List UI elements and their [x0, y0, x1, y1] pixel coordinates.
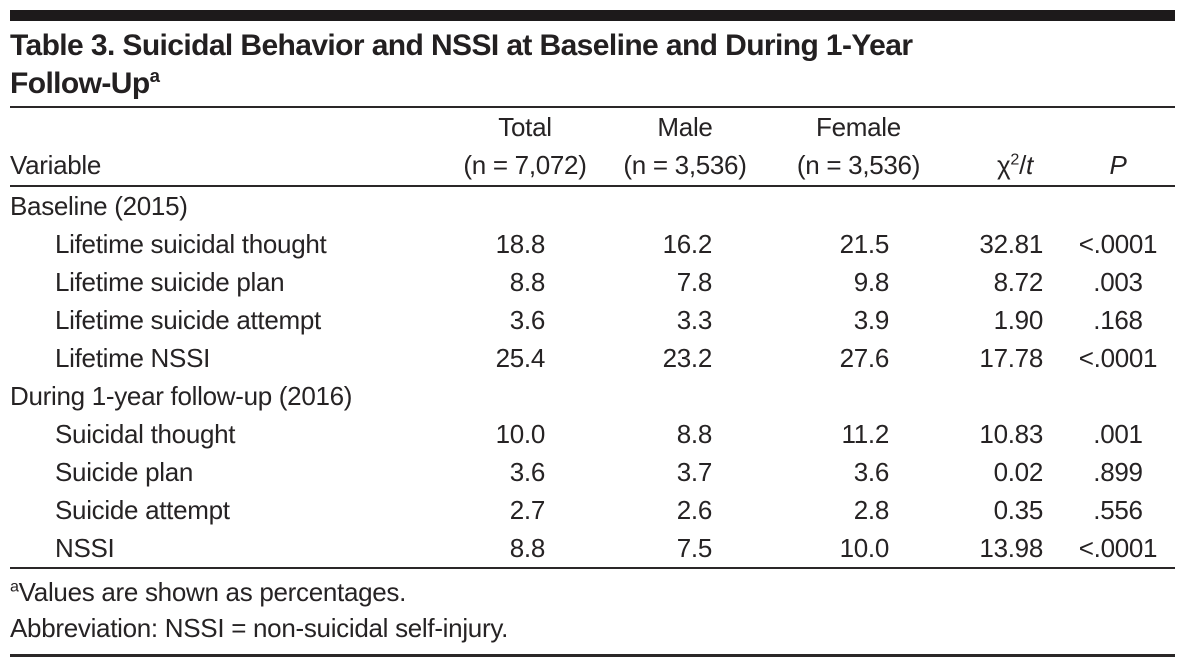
cell-total: 2.7 — [509, 495, 546, 525]
cell-p: .001 — [1093, 419, 1143, 449]
header-male-n: (n = 3,536) — [623, 150, 747, 180]
cell-variable: Suicide attempt — [55, 495, 230, 525]
cell-p: .168 — [1093, 305, 1143, 335]
cell-p: <.0001 — [1078, 229, 1158, 259]
cell-chi: 0.35 — [993, 495, 1044, 525]
cell-total: 3.6 — [509, 457, 546, 487]
cell-female: 10.0 — [839, 533, 890, 563]
cell-chi: 10.83 — [979, 419, 1043, 449]
cell-female: 3.6 — [853, 457, 890, 487]
cell-male: 7.5 — [676, 533, 713, 563]
cell-female: 2.8 — [853, 495, 890, 525]
cell-male: 3.3 — [676, 305, 713, 335]
cell-female: 21.5 — [839, 229, 890, 259]
section-label: During 1-year follow-up (2016) — [10, 381, 353, 411]
cell-p: .003 — [1093, 267, 1143, 297]
table-row: Suicide plan 3.6 3.7 3.6 0.02 .899 — [10, 453, 1175, 491]
table-title-line2: Follow-Upa — [10, 65, 1175, 103]
top-accent-bar — [10, 10, 1175, 21]
footnote-a-text: Values are shown as percentages. — [18, 577, 407, 607]
header-total-n: (n = 7,072) — [463, 150, 587, 180]
table-row-section: During 1-year follow-up (2016) — [10, 377, 1175, 415]
table-title-line2-text: Follow-Up — [10, 67, 150, 100]
cell-variable: Suicide plan — [55, 457, 194, 487]
cell-chi: 32.81 — [979, 229, 1043, 259]
table-row: Lifetime suicide attempt 3.6 3.3 3.9 1.9… — [10, 301, 1175, 339]
rule-above-footnotes — [10, 567, 1175, 569]
cell-male: 7.8 — [676, 267, 713, 297]
cell-female: 3.9 — [853, 305, 890, 335]
table-row-section: Baseline (2015) — [10, 187, 1175, 225]
cell-chi: 17.78 — [979, 343, 1043, 373]
cell-p: <.0001 — [1078, 533, 1158, 563]
cell-p: <.0001 — [1078, 343, 1158, 373]
cell-variable: NSSI — [55, 533, 115, 563]
cell-chi: 8.72 — [993, 267, 1044, 297]
header-chi-squared-t: χ2/t — [947, 145, 1061, 185]
section-label: Baseline (2015) — [10, 191, 188, 221]
header-female-label: Female — [816, 112, 901, 142]
header-male-label: Male — [657, 112, 713, 142]
cell-female: 11.2 — [841, 419, 890, 449]
cell-chi: 1.90 — [993, 305, 1044, 335]
table-title-line1: Table 3. Suicidal Behavior and NSSI at B… — [10, 29, 913, 62]
cell-male: 23.2 — [662, 343, 713, 373]
cell-variable: Lifetime suicide plan — [55, 267, 285, 297]
table-footnotes: aValues are shown as percentages. Abbrev… — [10, 569, 1175, 654]
cell-chi: 0.02 — [993, 457, 1044, 487]
cell-total: 8.8 — [509, 533, 546, 563]
cell-female: 9.8 — [853, 267, 890, 297]
cell-total: 8.8 — [509, 267, 546, 297]
cell-p: .899 — [1093, 457, 1143, 487]
cell-male: 8.8 — [676, 419, 713, 449]
header-variable: Variable — [10, 150, 102, 180]
cell-male: 3.7 — [676, 457, 713, 487]
table-body: Baseline (2015) Lifetime suicidal though… — [10, 187, 1175, 567]
table-row: Lifetime suicidal thought 18.8 16.2 21.5… — [10, 225, 1175, 263]
cell-variable: Lifetime suicidal thought — [55, 229, 327, 259]
table-row: Lifetime suicide plan 8.8 7.8 9.8 8.72 .… — [10, 263, 1175, 301]
chi-superscript: 2 — [1010, 150, 1020, 169]
header-p-value: P — [1109, 150, 1127, 180]
cell-total: 3.6 — [509, 305, 546, 335]
cell-variable: Lifetime suicide attempt — [55, 305, 321, 335]
header-row-column-labels: Variable (n = 7,072) (n = 3,536) (n = 3,… — [10, 145, 1175, 185]
footnote-a-marker: a — [10, 577, 19, 596]
title-footnote-marker: a — [149, 65, 160, 86]
rule-under-title — [10, 106, 1175, 108]
cell-total: 10.0 — [495, 419, 546, 449]
cell-p: .556 — [1093, 495, 1143, 525]
table-row: NSSI 8.8 7.5 10.0 13.98 <.0001 — [10, 529, 1175, 567]
cell-variable: Suicidal thought — [55, 419, 236, 449]
cell-male: 16.2 — [662, 229, 713, 259]
chi-slash: / — [1019, 150, 1027, 180]
header-spacer — [947, 110, 1061, 145]
rule-bottom — [10, 654, 1175, 657]
header-total-label: Total — [498, 112, 552, 142]
table-title: Table 3. Suicidal Behavior and NSSI at B… — [10, 21, 1175, 106]
table-row: Suicidal thought 10.0 8.8 11.2 10.83 .00… — [10, 415, 1175, 453]
rule-under-header — [10, 185, 1175, 187]
table-row: Lifetime NSSI 25.4 23.2 27.6 17.78 <.000… — [10, 339, 1175, 377]
header-spacer — [10, 110, 450, 145]
cell-variable: Lifetime NSSI — [55, 343, 211, 373]
journal-table-page: Table 3. Suicidal Behavior and NSSI at B… — [10, 10, 1175, 657]
cell-total: 25.4 — [495, 343, 546, 373]
header-female-n: (n = 3,536) — [796, 150, 921, 180]
cell-chi: 13.98 — [979, 533, 1043, 563]
footnote-abbreviation: Abbreviation: NSSI = non-suicidal self-i… — [10, 613, 509, 643]
cell-female: 27.6 — [839, 343, 890, 373]
header-row-group-labels: Total Male Female — [10, 108, 1175, 145]
cell-total: 18.8 — [495, 229, 546, 259]
footnote-a: aValues are shown as percentages. — [10, 574, 1175, 610]
cell-male: 2.6 — [676, 495, 713, 525]
t-statistic-symbol: t — [1026, 150, 1033, 180]
table-row: Suicide attempt 2.7 2.6 2.8 0.35 .556 — [10, 491, 1175, 529]
chi-symbol: χ — [997, 150, 1011, 180]
header-spacer — [1061, 110, 1175, 145]
